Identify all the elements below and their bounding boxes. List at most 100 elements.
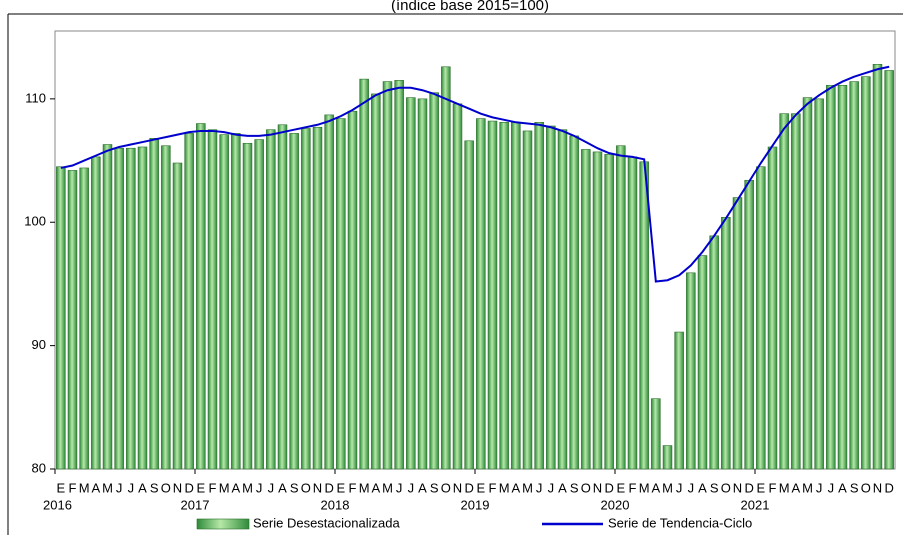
bar	[721, 217, 731, 470]
x-tick-label: A	[838, 480, 847, 495]
bar	[394, 80, 404, 470]
bar	[791, 113, 801, 470]
x-tick-label: O	[721, 480, 731, 495]
bar	[499, 122, 509, 470]
year-label: 2019	[461, 497, 490, 512]
bar	[802, 97, 813, 470]
x-tick-label: O	[441, 480, 451, 495]
bar	[312, 126, 323, 470]
x-tick-label: D	[464, 480, 473, 495]
x-tick-label: J	[408, 480, 415, 495]
x-tick-label: A	[651, 480, 660, 495]
x-tick-label: J	[816, 480, 823, 495]
bar	[417, 98, 428, 470]
x-tick-label: A	[278, 480, 287, 495]
x-tick-label: M	[242, 480, 253, 495]
x-tick-label: F	[629, 480, 637, 495]
bar	[254, 139, 264, 470]
x-tick-label: N	[173, 480, 182, 495]
x-tick-label: D	[184, 480, 193, 495]
x-tick-label: A	[511, 480, 520, 495]
bar	[184, 133, 194, 470]
x-tick-label: F	[769, 480, 777, 495]
y-tick-label: 80	[32, 460, 46, 475]
bar	[557, 129, 568, 470]
bar	[242, 142, 253, 470]
bar	[196, 123, 206, 470]
bar	[767, 146, 778, 470]
bar	[872, 64, 883, 470]
bar	[102, 144, 113, 470]
year-label: 2018	[321, 497, 350, 512]
bar	[207, 129, 218, 470]
x-tick-label: O	[861, 480, 871, 495]
x-tick-label: F	[209, 480, 217, 495]
bar	[336, 118, 346, 470]
x-tick-label: J	[828, 480, 835, 495]
bar	[79, 167, 89, 470]
bar	[884, 70, 894, 470]
y-tick-label: 100	[24, 214, 46, 229]
bar	[826, 84, 836, 470]
bar	[732, 197, 743, 470]
bar	[837, 84, 848, 470]
bar	[91, 156, 101, 470]
x-tick-label: S	[430, 480, 439, 495]
year-label: 2017	[181, 497, 210, 512]
bar	[324, 114, 334, 470]
bar	[627, 156, 638, 470]
x-tick-label: N	[453, 480, 462, 495]
bar	[441, 66, 451, 470]
x-tick-label: J	[548, 480, 555, 495]
x-tick-label: M	[102, 480, 113, 495]
x-tick-label: D	[744, 480, 753, 495]
x-tick-label: M	[662, 480, 673, 495]
bar	[382, 81, 393, 470]
x-tick-label: D	[604, 480, 613, 495]
x-tick-label: J	[536, 480, 543, 495]
bar	[662, 445, 673, 470]
bar	[546, 125, 556, 470]
bar	[67, 170, 78, 470]
x-tick-label: A	[231, 480, 240, 495]
bar	[347, 110, 358, 470]
x-tick-label: M	[802, 480, 813, 495]
bar	[569, 135, 579, 470]
bar	[697, 255, 708, 470]
bar	[464, 140, 474, 470]
bar	[406, 97, 416, 470]
bar	[604, 154, 614, 470]
bar	[277, 124, 288, 470]
x-tick-label: J	[688, 480, 695, 495]
x-tick-label: S	[570, 480, 579, 495]
year-label: 2021	[741, 497, 770, 512]
x-tick-label: E	[476, 480, 485, 495]
x-tick-label: J	[676, 480, 683, 495]
bar	[651, 398, 661, 470]
x-tick-label: N	[313, 480, 322, 495]
bar	[861, 76, 871, 470]
x-tick-label: S	[850, 480, 859, 495]
x-tick-label: M	[779, 480, 790, 495]
bar	[487, 120, 498, 470]
x-tick-label: F	[69, 480, 77, 495]
x-tick-label: O	[301, 480, 311, 495]
x-tick-label: J	[116, 480, 123, 495]
x-tick-label: N	[873, 480, 882, 495]
bar	[429, 92, 439, 470]
x-tick-label: D	[884, 480, 893, 495]
bar	[779, 113, 789, 470]
trend-line	[60, 65, 890, 283]
x-tick-label: N	[733, 480, 742, 495]
bar	[289, 133, 299, 470]
x-tick-label: E	[756, 480, 765, 495]
y-tick-label: 110	[25, 90, 46, 105]
x-tick-label: J	[268, 480, 275, 495]
bar	[744, 179, 754, 470]
x-tick-label: A	[558, 480, 567, 495]
x-tick-label: J	[256, 480, 263, 495]
bar	[114, 147, 124, 470]
x-tick-label: A	[371, 480, 380, 495]
bar	[581, 149, 591, 470]
